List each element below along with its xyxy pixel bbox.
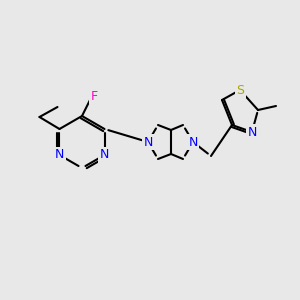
- Text: N: N: [100, 148, 109, 161]
- Text: F: F: [90, 89, 98, 103]
- Text: N: N: [143, 136, 153, 148]
- Text: N: N: [247, 125, 257, 139]
- Text: S: S: [236, 83, 244, 97]
- Text: N: N: [55, 148, 64, 161]
- Text: N: N: [188, 136, 198, 148]
